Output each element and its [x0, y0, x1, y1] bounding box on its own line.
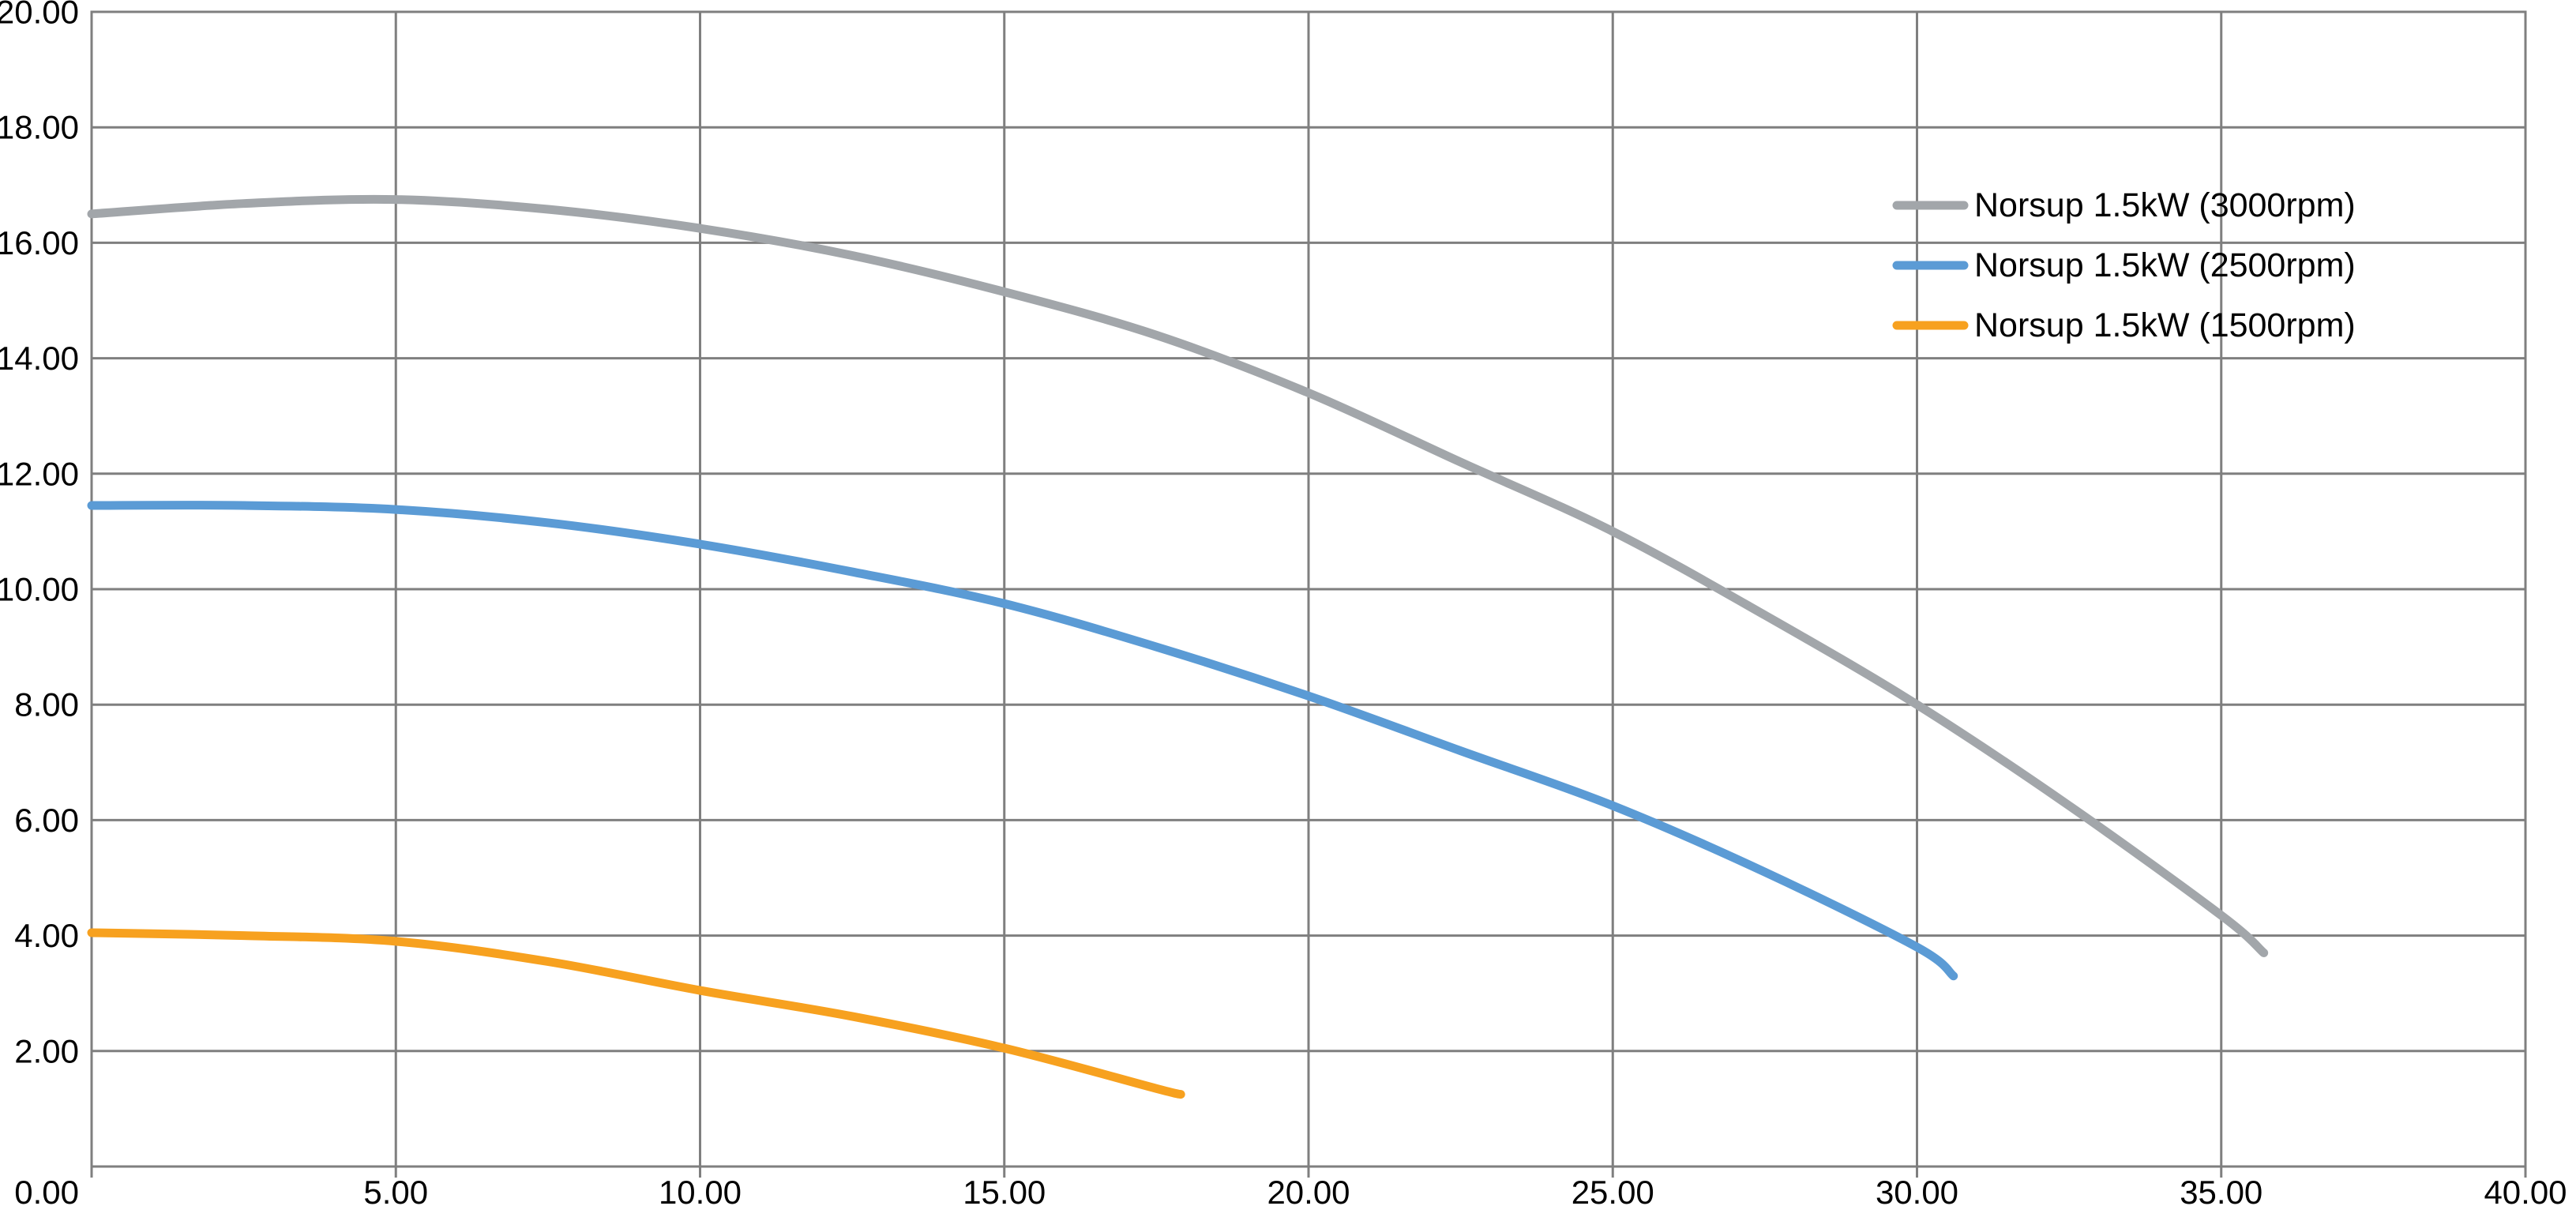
legend-item-2[interactable]: Norsup 1.5kW (1500rpm) — [1892, 306, 2356, 344]
series-line-2[interactable] — [87, 928, 1185, 1099]
y-axis-label-6.00: 6.00 — [14, 802, 79, 839]
legend-label-2: Norsup 1.5kW (1500rpm) — [1974, 306, 2356, 344]
x-axis-label-0.00: 0.00 — [14, 1174, 79, 1206]
series-line-0[interactable] — [87, 194, 2269, 958]
x-axis-label-40.00: 40.00 — [2484, 1174, 2567, 1206]
x-axis-label-35.00: 35.00 — [2180, 1174, 2262, 1206]
y-axis-label-18.00: 18.00 — [0, 109, 79, 146]
x-axis-label-10.00: 10.00 — [659, 1174, 742, 1206]
gridlines — [90, 10, 2527, 1168]
legend-label-0: Norsup 1.5kW (3000rpm) — [1974, 186, 2356, 224]
x-axis-label-25.00: 25.00 — [1572, 1174, 1654, 1206]
y-axis-label-8.00: 8.00 — [14, 686, 79, 723]
x-axis-label-5.00: 5.00 — [363, 1174, 428, 1206]
y-axis-label-12.00: 12.00 — [0, 455, 79, 492]
legend-label-1: Norsup 1.5kW (2500rpm) — [1974, 246, 2356, 284]
y-axis-label-4.00: 4.00 — [14, 917, 79, 954]
series-line-1[interactable] — [87, 501, 1958, 981]
x-axis-tick-labels: 0.00 5.00 10.00 15.00 20.00 25.00 30.00 35.00 40… — [14, 1174, 2567, 1206]
y-axis-label-14.00: 14.00 — [0, 340, 79, 377]
legend-item-0[interactable]: Norsup 1.5kW (3000rpm) — [1892, 186, 2356, 224]
legend-item-1[interactable]: Norsup 1.5kW (2500rpm) — [1892, 246, 2356, 284]
axis-ticks — [90, 1167, 2527, 1178]
series-lines — [87, 194, 2269, 1099]
x-axis-label-20.00: 20.00 — [1267, 1174, 1350, 1206]
x-axis-label-15.00: 15.00 — [963, 1174, 1046, 1206]
y-axis-label-16.00: 16.00 — [0, 224, 79, 261]
x-axis-label-30.00: 30.00 — [1876, 1174, 1958, 1206]
y-axis-label-20.00: 20.00 — [0, 0, 79, 31]
y-axis-label-2.00: 2.00 — [14, 1032, 79, 1069]
y-axis-tick-labels: 2.00 4.00 6.00 8.00 10.00 12.00 14.00 16.00 18.0… — [0, 0, 79, 1069]
y-axis-label-10.00: 10.00 — [0, 571, 79, 608]
legend: Norsup 1.5kW (3000rpm) Norsup 1.5kW (2500… — [1892, 186, 2356, 344]
